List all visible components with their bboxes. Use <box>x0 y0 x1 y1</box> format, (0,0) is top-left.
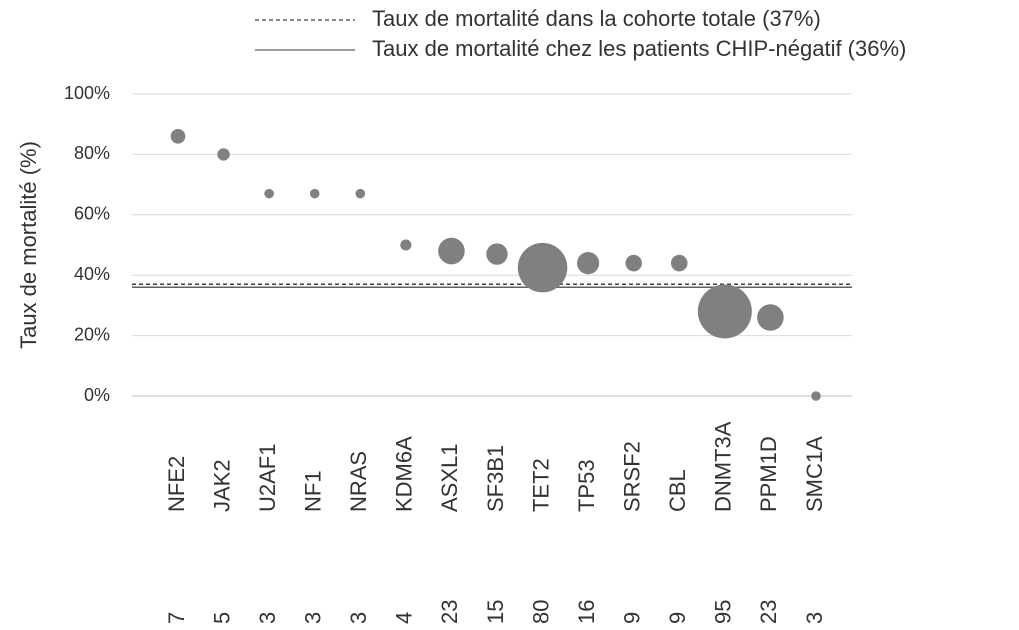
x-tick-label: U2AF1 <box>255 444 280 512</box>
count-label: 80 <box>528 600 553 624</box>
x-tick-label: SMC1A <box>802 436 827 512</box>
x-tick-label: PPM1D <box>756 436 781 512</box>
y-tick-label: 40% <box>74 264 110 284</box>
bubble <box>517 242 568 293</box>
bubble <box>577 252 600 275</box>
count-label: 3 <box>346 612 371 624</box>
count-label: 3 <box>255 612 280 624</box>
count-label: 3 <box>802 612 827 624</box>
count-label: 9 <box>665 612 690 624</box>
legend-label: Taux de mortalité chez les patients CHIP… <box>372 36 906 61</box>
legend-label: Taux de mortalité dans la cohorte totale… <box>372 6 821 31</box>
x-tick-label: SF3B1 <box>483 445 508 512</box>
bubble <box>697 284 752 339</box>
y-tick-label: 80% <box>74 143 110 163</box>
y-tick-label: 100% <box>64 83 110 103</box>
bubble <box>486 243 508 265</box>
count-label: 5 <box>209 612 234 624</box>
bubble <box>309 188 320 199</box>
x-tick-label: NF1 <box>301 470 326 512</box>
count-label: 16 <box>574 600 599 624</box>
x-tick-label: DNMT3A <box>711 421 736 512</box>
y-tick-label: 20% <box>74 324 110 344</box>
y-axis-label: Taux de mortalité (%) <box>16 141 41 349</box>
x-tick-label: NFE2 <box>164 456 189 512</box>
y-tick-label: 60% <box>74 204 110 224</box>
x-tick-label: TP53 <box>574 459 599 512</box>
count-label: 3 <box>301 612 326 624</box>
count-label: 95 <box>711 600 736 624</box>
bubble <box>355 188 366 199</box>
count-label: 23 <box>437 600 462 624</box>
count-label: 9 <box>620 612 645 624</box>
x-tick-label: ASXL1 <box>437 443 462 512</box>
bubble <box>264 188 274 199</box>
bubble <box>670 254 688 272</box>
x-tick-label: TET2 <box>528 458 553 512</box>
count-label: 7 <box>164 612 189 624</box>
count-label: 15 <box>483 600 508 624</box>
bubble <box>625 254 643 272</box>
count-label: 23 <box>756 600 781 624</box>
x-tick-label: JAK2 <box>209 459 234 512</box>
bubble <box>217 148 230 161</box>
count-label: 4 <box>392 612 417 624</box>
x-tick-label: KDM6A <box>392 436 417 512</box>
x-tick-label: SRSF2 <box>620 441 645 512</box>
bubble <box>400 239 412 251</box>
bubble <box>438 237 465 265</box>
bubble <box>811 391 821 401</box>
y-tick-label: 0% <box>84 385 110 405</box>
x-tick-label: CBL <box>665 469 690 512</box>
x-tick-label: NRAS <box>346 451 371 512</box>
bubble <box>170 128 186 144</box>
bubble <box>757 304 784 331</box>
